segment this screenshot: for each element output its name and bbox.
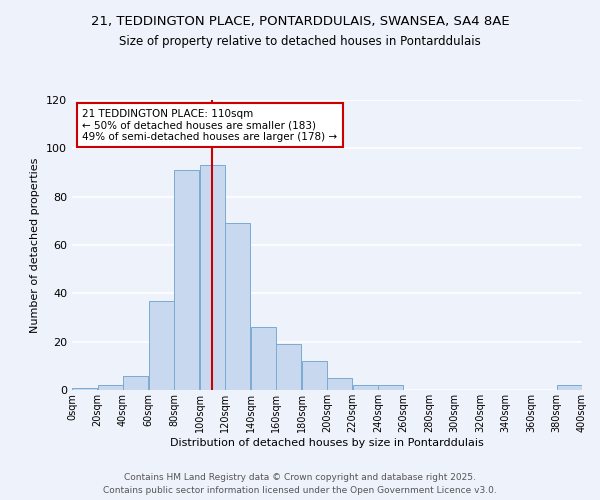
- Text: 21, TEDDINGTON PLACE, PONTARDDULAIS, SWANSEA, SA4 8AE: 21, TEDDINGTON PLACE, PONTARDDULAIS, SWA…: [91, 15, 509, 28]
- Bar: [73, 388, 97, 390]
- Y-axis label: Number of detached properties: Number of detached properties: [31, 158, 40, 332]
- Bar: [124, 376, 148, 390]
- Bar: [149, 300, 173, 390]
- Bar: [226, 223, 250, 390]
- X-axis label: Distribution of detached houses by size in Pontarddulais: Distribution of detached houses by size …: [170, 438, 484, 448]
- Text: Contains HM Land Registry data © Crown copyright and database right 2025.
Contai: Contains HM Land Registry data © Crown c…: [103, 474, 497, 495]
- Bar: [328, 378, 352, 390]
- Bar: [98, 385, 122, 390]
- Text: 21 TEDDINGTON PLACE: 110sqm
← 50% of detached houses are smaller (183)
49% of se: 21 TEDDINGTON PLACE: 110sqm ← 50% of det…: [82, 108, 337, 142]
- Bar: [175, 170, 199, 390]
- Bar: [302, 361, 326, 390]
- Text: Size of property relative to detached houses in Pontarddulais: Size of property relative to detached ho…: [119, 35, 481, 48]
- Bar: [379, 385, 403, 390]
- Bar: [557, 385, 581, 390]
- Bar: [251, 327, 275, 390]
- Bar: [277, 344, 301, 390]
- Bar: [200, 166, 224, 390]
- Bar: [353, 385, 377, 390]
